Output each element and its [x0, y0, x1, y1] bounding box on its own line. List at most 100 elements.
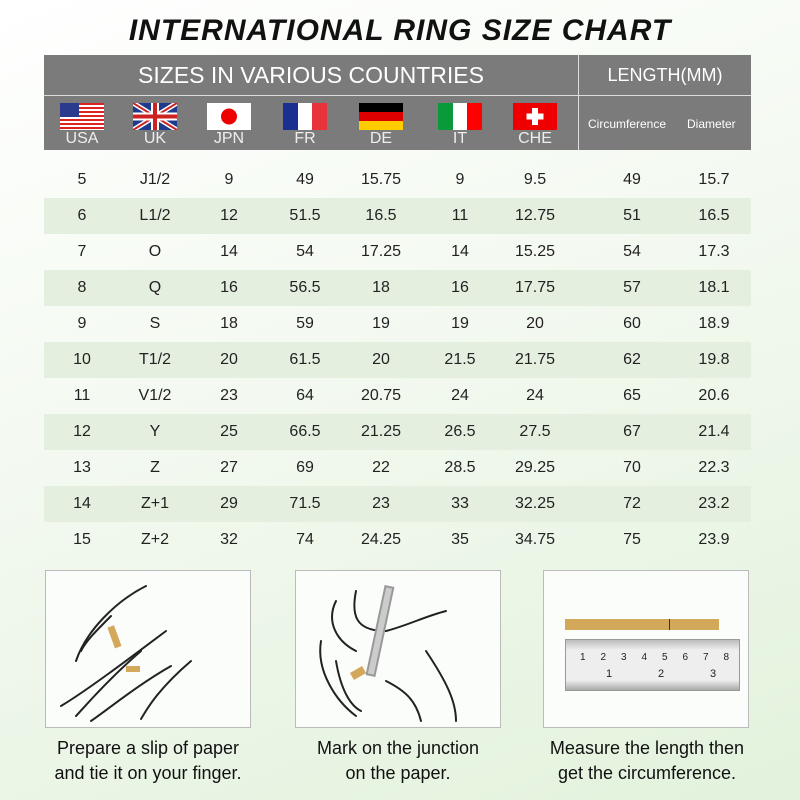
- table-row: 14 Z+1 29 71.5 23 33 32.25 72 23.2: [44, 486, 751, 522]
- table-cell: 12.75: [514, 207, 556, 224]
- caption-line: on the paper.: [345, 763, 451, 783]
- diameter-header: Diameter: [687, 117, 736, 131]
- table-cell: 24: [526, 387, 544, 404]
- table-cell: 20: [526, 315, 544, 332]
- ruler-tick-label: 8: [723, 652, 730, 663]
- table-row: 7 O 14 54 17.25 14 15.25 54 17.3: [44, 234, 751, 270]
- table-cell: 75: [623, 531, 641, 548]
- table-row: 8 Q 16 56.5 18 16 17.75 57 18.1: [44, 270, 751, 306]
- table-cell: 70: [623, 459, 641, 476]
- table-row: 5 J1/2 9 49 15.75 9 9.5 49 15.7: [44, 162, 751, 198]
- table-cell: 22: [372, 459, 390, 476]
- country-label: CHE: [518, 130, 552, 147]
- caption-line: Prepare a slip of paper: [56, 738, 240, 758]
- caption-line: get the circumference.: [557, 763, 737, 783]
- step-3-caption: Measure the length then get the circumfer…: [517, 736, 777, 786]
- caption-line: Mark on the junction: [316, 738, 480, 758]
- table-cell: 6: [77, 207, 87, 224]
- table-cell: 9: [77, 315, 87, 332]
- table-cell: 18.1: [698, 279, 730, 296]
- table-cell: S: [149, 315, 161, 332]
- table-cell: 24: [451, 387, 469, 404]
- ruler-tick-label: 1: [580, 652, 586, 663]
- ruler-tick-label: 3: [621, 652, 627, 663]
- table-cell: 49: [296, 171, 314, 188]
- table-cell: 17.25: [360, 243, 402, 260]
- table-cell: 61.5: [289, 351, 321, 368]
- table-cell: 15.25: [514, 243, 556, 260]
- table-cell: 18.9: [698, 315, 730, 332]
- table-cell: 17.3: [698, 243, 730, 260]
- table-row: 10 T1/2 20 61.5 20 21.5 21.75 62 19.8: [44, 342, 751, 378]
- table-cell: 18: [220, 315, 238, 332]
- caption-line: Measure the length then: [549, 738, 745, 758]
- ruler-tick-label: 4: [641, 652, 648, 663]
- table-cell: 21.4: [698, 423, 730, 440]
- table-cell: V1/2: [138, 387, 172, 404]
- hand-pen-icon: [319, 584, 457, 722]
- table-cell: 69: [296, 459, 314, 476]
- table-cell: 26.5: [444, 423, 476, 440]
- size-table: 5 J1/2 9 49 15.75 9 9.5 49 15.7 6 L1/2 12 51.5 16.5 11…: [44, 162, 751, 558]
- table-cell: 33: [451, 495, 469, 512]
- step-1-illustration: [45, 570, 251, 728]
- table-cell: 34.75: [514, 531, 556, 548]
- ruler-tick-label: 7: [703, 652, 709, 663]
- step-1-caption: Prepare a slip of paper and tie it on you…: [18, 736, 278, 786]
- table-cell: 49: [623, 171, 641, 188]
- ruler-icon: 1 2 3 4 5 6 7 8 1 2 3: [565, 639, 740, 691]
- table-cell: 15.7: [698, 171, 730, 188]
- table-cell: 35: [451, 531, 469, 548]
- table-cell: 27.5: [519, 423, 551, 440]
- table-cell: 18: [372, 279, 390, 296]
- table-row: 6 L1/2 12 51.5 16.5 11 12.75 51 16.5: [44, 198, 751, 234]
- table-cell: 11: [73, 387, 91, 404]
- table-cell: 20.6: [698, 387, 730, 404]
- table-cell: 15.75: [360, 171, 402, 188]
- table-cell: 13: [73, 459, 91, 476]
- uk-flag-icon: [133, 103, 177, 130]
- table-cell: L1/2: [139, 207, 171, 224]
- ruler-tick-label: 3: [710, 668, 717, 680]
- table-cell: 72: [623, 495, 641, 512]
- table-cell: 15: [73, 531, 91, 548]
- table-cell: 21.25: [360, 423, 402, 440]
- country-label: USA: [65, 130, 99, 147]
- table-cell: O: [148, 243, 162, 260]
- table-cell: 32.25: [514, 495, 556, 512]
- table-cell: 27: [220, 459, 238, 476]
- table-cell: 64: [296, 387, 314, 404]
- table-cell: Z+1: [140, 495, 169, 512]
- table-cell: 21.5: [444, 351, 476, 368]
- table-row: 13 Z 27 69 22 28.5 29.25 70 22.3: [44, 450, 751, 486]
- table-cell: 14: [220, 243, 238, 260]
- table-cell: 22.3: [698, 459, 730, 476]
- country-label: IT: [452, 130, 468, 147]
- table-cell: 56.5: [289, 279, 321, 296]
- table-cell: 29: [220, 495, 238, 512]
- table-cell: 71.5: [289, 495, 321, 512]
- table-cell: 74: [296, 531, 314, 548]
- ruler-tick-label: 5: [662, 652, 668, 663]
- table-cell: 23: [372, 495, 390, 512]
- switzerland-flag-icon: [513, 103, 557, 130]
- table-cell: 9: [224, 171, 234, 188]
- germany-flag-icon: [359, 103, 403, 130]
- table-cell: J1/2: [139, 171, 171, 188]
- ruler-tick-label: 2: [658, 668, 665, 680]
- table-cell: 66.5: [289, 423, 321, 440]
- table-cell: 19: [451, 315, 469, 332]
- table-cell: 5: [77, 171, 87, 188]
- france-flag-icon: [283, 103, 327, 130]
- table-cell: Z: [150, 459, 160, 476]
- table-cell: 24.25: [360, 531, 402, 548]
- step-3-illustration: 1 2 3 4 5 6 7 8 1 2 3: [543, 570, 749, 728]
- table-cell: T1/2: [138, 351, 171, 368]
- table-cell: 10: [73, 351, 91, 368]
- table-cell: 29.25: [514, 459, 556, 476]
- table-row: 11 V1/2 23 64 20.75 24 24 65 20.6: [44, 378, 751, 414]
- table-cell: 25: [220, 423, 238, 440]
- ruler-tick-label: 1: [606, 668, 613, 680]
- table-cell: 16.5: [698, 207, 730, 224]
- table-cell: 60: [623, 315, 641, 332]
